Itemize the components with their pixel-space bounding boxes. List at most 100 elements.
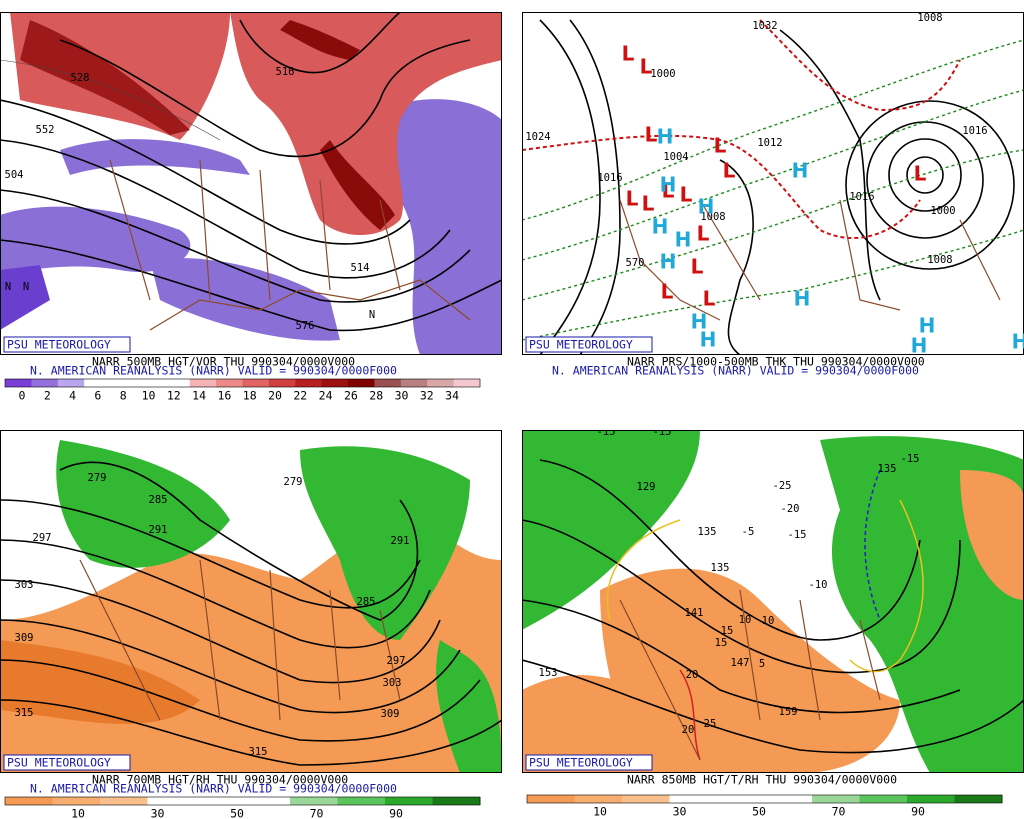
colorbar-label: 90	[389, 807, 403, 819]
colorbar-label: 50	[230, 807, 244, 819]
badge: PSU METEOROLOGY	[7, 338, 111, 352]
high-center: H	[698, 195, 715, 219]
colorbar-label: 14	[192, 389, 206, 403]
colorbar-label: 30	[395, 389, 409, 403]
colorbar-cell	[5, 379, 32, 387]
contour-label: 20	[686, 669, 699, 681]
badge-box	[3, 754, 131, 771]
contour-label: 1004	[663, 151, 688, 163]
colorbar-label: 4	[69, 389, 76, 403]
colorbar-label: 2	[44, 389, 51, 403]
contour-label: 291	[149, 524, 168, 536]
low-center: L	[626, 187, 639, 211]
contour-label: -15	[653, 426, 672, 438]
low-center: L	[622, 42, 635, 66]
contour-label: 576	[296, 320, 315, 332]
contour-label: 5	[759, 658, 765, 670]
high-center: H	[657, 125, 674, 149]
colorbar-label: 22	[293, 389, 307, 403]
colorbar-label: 70	[310, 807, 324, 819]
source: N. AMERICAN REANALYSIS (NARR) VALID = 99…	[552, 364, 919, 378]
contour-label: 20	[682, 724, 695, 736]
high-center: H	[1012, 330, 1024, 354]
high-center: H	[691, 310, 708, 334]
colorbar-label: 18	[243, 389, 257, 403]
contour-label: 141	[685, 607, 704, 619]
contour-label: 315	[15, 707, 34, 719]
map-panel	[522, 12, 1024, 355]
contour-label: N	[23, 281, 29, 293]
colorbar-frame	[4, 796, 481, 806]
colorbar-cell	[147, 797, 196, 805]
contour-label: 570	[626, 257, 645, 269]
colorbar-frame	[4, 378, 481, 388]
contour-label: 135	[698, 526, 717, 538]
contour-label: -15	[788, 529, 807, 541]
contour-label: 291	[391, 535, 410, 547]
colorbar-frame	[526, 794, 1003, 804]
colorbar-cell	[163, 379, 191, 387]
contour-label: 1008	[700, 211, 725, 223]
contour-label: 147	[731, 657, 750, 669]
contour-label: -15	[597, 426, 616, 438]
contour-label: 516	[276, 66, 295, 78]
contour-label: 135	[711, 562, 730, 574]
low-center: L	[703, 287, 716, 311]
contour-label: 1032	[752, 20, 777, 32]
colorbar-label: 10	[71, 807, 85, 819]
source: N. AMERICAN REANALYSIS (NARR) VALID = 99…	[30, 364, 397, 378]
caption: NARR 500MB HGT/VOR THU 990304/0000V000	[92, 355, 355, 369]
contour-label: -10	[809, 579, 828, 591]
badge: PSU METEOROLOGY	[529, 756, 633, 770]
contour-label: 303	[15, 579, 34, 591]
colorbar-label: 32	[420, 389, 434, 403]
contour-label: 129	[637, 481, 656, 493]
colorbar-cell	[189, 379, 217, 387]
colorbar-cell	[5, 797, 53, 805]
contour-label: 1016	[849, 191, 874, 203]
contour-label: 309	[15, 632, 34, 644]
contour-label: 153	[539, 667, 558, 679]
colorbar-cell	[321, 379, 349, 387]
colorbar-label: 10	[142, 389, 156, 403]
low-center: L	[714, 134, 727, 158]
colorbar-cell	[427, 379, 455, 387]
colorbar-label: 30	[151, 807, 165, 819]
source: N. AMERICAN REANALYSIS (NARR) VALID = 99…	[30, 782, 397, 796]
colorbar-cell	[290, 797, 338, 805]
colorbar-cell	[110, 379, 138, 387]
colorbar-label: 6	[94, 389, 101, 403]
low-center: L	[640, 55, 653, 79]
low-center: L	[914, 162, 927, 186]
colorbar-label: 0	[19, 389, 26, 403]
high-center: H	[652, 215, 669, 239]
colorbar-cell	[527, 795, 575, 803]
contour-label: 285	[357, 596, 376, 608]
badge: PSU METEOROLOGY	[529, 338, 633, 352]
colorbar-cell	[432, 797, 481, 805]
low-center: L	[697, 222, 710, 246]
contour-label: -5	[742, 526, 755, 538]
colorbar-cell	[669, 795, 718, 803]
contour-label: 15	[721, 625, 734, 637]
colorbar-cell	[812, 795, 860, 803]
colorbar-cell	[717, 795, 765, 803]
contour-label: 297	[387, 655, 406, 667]
map-panel	[522, 430, 1024, 773]
contour-label: 15	[715, 637, 728, 649]
contour-label: 135	[878, 463, 897, 475]
panel-frame	[0, 430, 502, 773]
colorbar-cell	[100, 797, 148, 805]
badge-box	[525, 336, 653, 353]
colorbar-label: 10	[593, 805, 607, 819]
contour-label: 504	[5, 169, 24, 181]
colorbar-cell	[52, 797, 101, 805]
map-panel	[0, 12, 502, 355]
colorbar-cell	[268, 379, 296, 387]
contour-label: 297	[33, 532, 52, 544]
contour-label: 514	[351, 262, 370, 274]
contour-label: 1008	[927, 254, 952, 266]
high-center: H	[911, 334, 928, 358]
low-center: L	[662, 179, 675, 203]
badge: PSU METEOROLOGY	[7, 756, 111, 770]
